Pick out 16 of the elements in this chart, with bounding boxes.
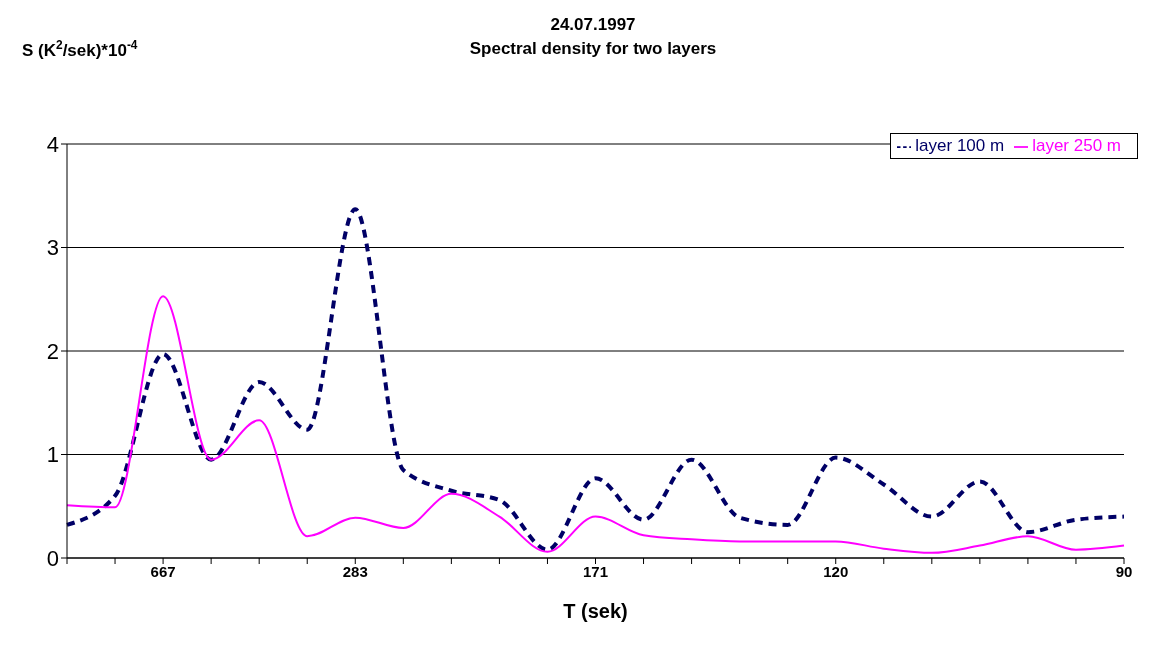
chart-title: 24.07.1997 xyxy=(550,15,636,34)
x-tick-label: 171 xyxy=(582,562,609,580)
x-tick-label: 90 xyxy=(1115,562,1133,580)
x-tick-label: 283 xyxy=(342,562,368,580)
legend-label: layer 250 m xyxy=(1032,136,1121,155)
x-axis-title: T (sek) xyxy=(563,600,628,622)
y-axis-title: S (K$^{2}$/sek)*10$^{-4}$ xyxy=(22,38,138,60)
y-tick-label: 3 xyxy=(46,235,59,261)
y-tick-label: 4 xyxy=(46,131,59,157)
y-tick-label: 1 xyxy=(46,442,59,468)
y-tick-label: 2 xyxy=(46,338,59,364)
chart-subtitle: Spectral density for two layers xyxy=(469,39,717,58)
x-tick-label: 120 xyxy=(823,562,849,580)
legend-label: layer 100 m xyxy=(915,136,1005,155)
y-tick-label: 0 xyxy=(46,545,59,571)
x-tick-label: 667 xyxy=(150,562,176,580)
